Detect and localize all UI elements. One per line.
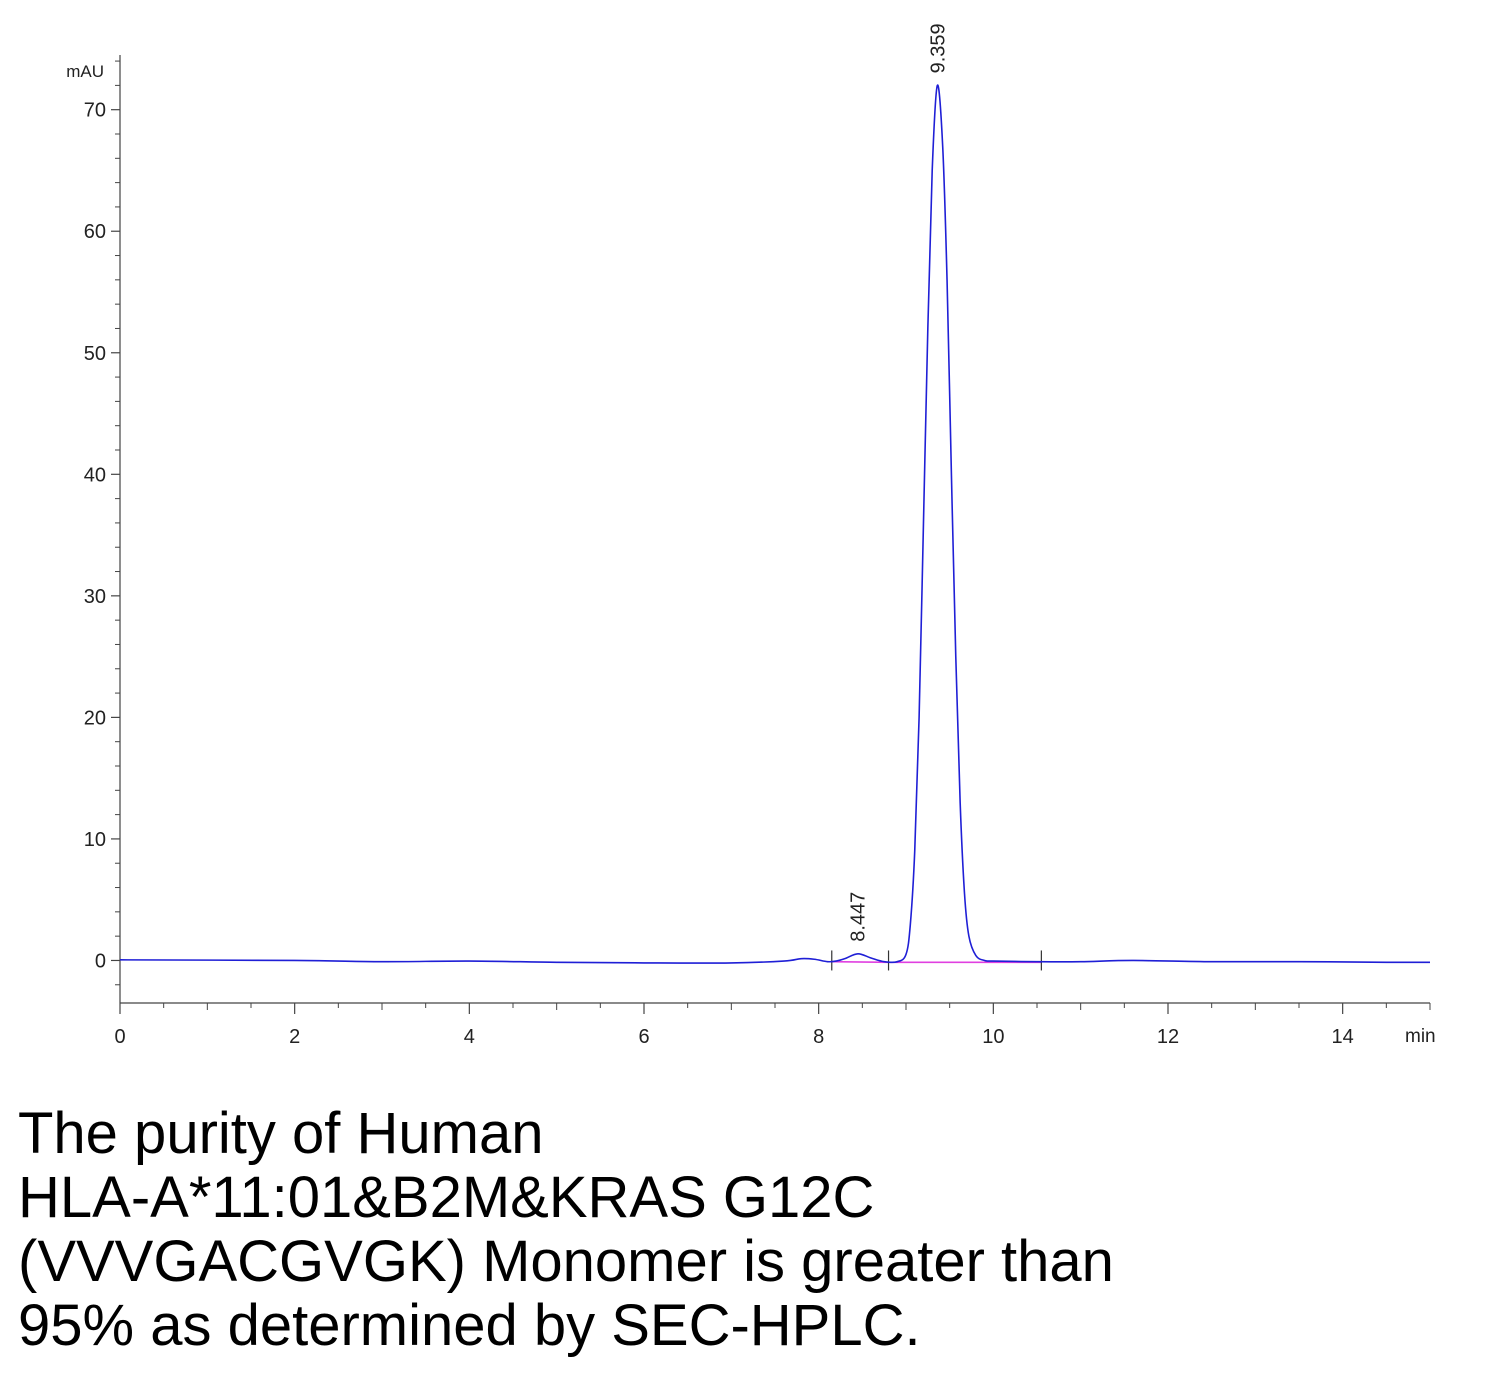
integration-baseline xyxy=(831,960,889,964)
x-axis: 0 2 4 6 8 10 12 14 xyxy=(114,1002,1431,1048)
x-tick-label: 4 xyxy=(464,1026,475,1048)
x-tick-label: 14 xyxy=(1332,1026,1354,1048)
baseline-group xyxy=(831,950,1042,971)
x-tick-label: 10 xyxy=(982,1026,1004,1048)
caption: The purity of Human HLA-A*11:01&B2M&KRAS… xyxy=(18,1102,1478,1358)
x-unit-label: min xyxy=(1405,1026,1436,1047)
y-axis: 0 10 20 30 40 50 60 70 xyxy=(84,55,121,1003)
x-tick-label: 0 xyxy=(114,1026,125,1048)
y-tick-label: 0 xyxy=(95,950,106,972)
y-tick-label: 20 xyxy=(84,707,106,729)
chromatogram-trace xyxy=(119,84,1431,964)
x-tick-label: 6 xyxy=(638,1026,649,1048)
y-tick-label: 10 xyxy=(84,829,106,851)
y-unit-label: mAU xyxy=(66,62,104,81)
y-tick-label: 40 xyxy=(84,464,106,486)
x-tick-label: 2 xyxy=(289,1026,300,1048)
peak-label: 8.447 xyxy=(848,892,870,942)
y-tick-label: 30 xyxy=(84,586,106,608)
peak-labels: 8.447 9.359 xyxy=(848,23,950,941)
x-tick-label: 8 xyxy=(813,1026,824,1048)
peak-label: 9.359 xyxy=(927,23,949,73)
trace-group xyxy=(119,84,1431,964)
y-tick-label: 60 xyxy=(84,221,106,243)
x-tick-label: 12 xyxy=(1157,1026,1179,1048)
caption-line: HLA-A*11:01&B2M&KRAS G12C xyxy=(18,1165,875,1230)
caption-line: The purity of Human xyxy=(18,1101,544,1166)
chromatogram-chart: 0 10 20 30 40 50 60 70 0 2 4 6 8 10 12 14 8.447 9.359 m… xyxy=(66,23,1436,1048)
y-tick-label: 50 xyxy=(84,343,106,365)
caption-line: (VVVGACGVGK) Monomer is greater than xyxy=(18,1229,1114,1294)
caption-line: 95% as determined by SEC-HPLC. xyxy=(18,1293,921,1358)
y-tick-label: 70 xyxy=(84,100,106,122)
